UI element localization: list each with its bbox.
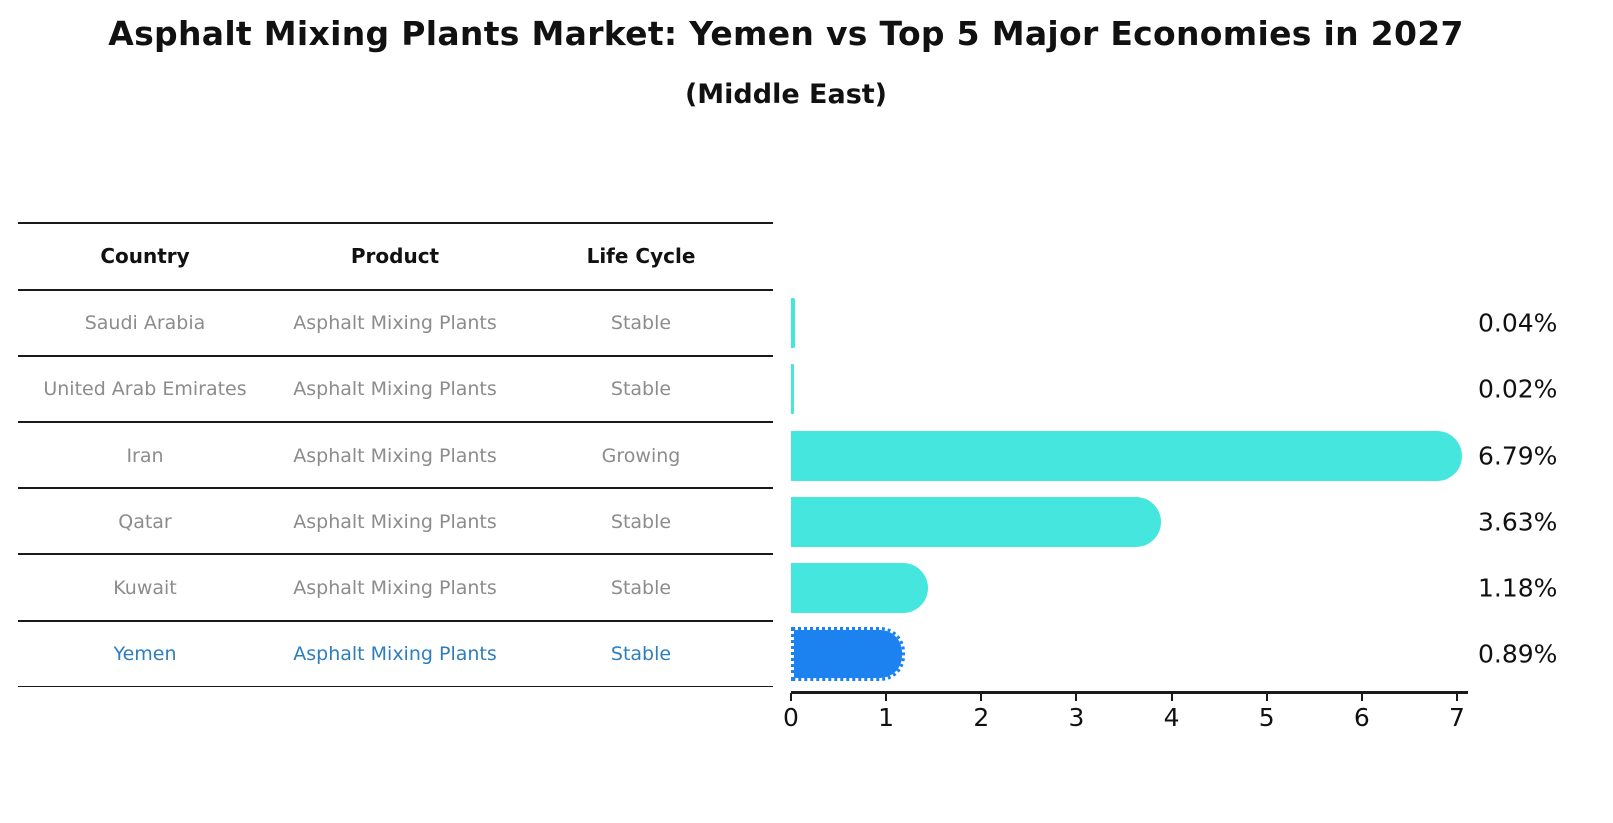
x-tick-label: 0 <box>783 703 799 732</box>
value-label: 6.79% <box>1478 441 1558 470</box>
x-tick-label: 1 <box>878 703 895 732</box>
cell-life_cycle: Stable <box>610 576 672 599</box>
table-row-rule <box>18 420 773 423</box>
x-tick <box>1170 693 1173 701</box>
column-header-country: Country <box>100 244 190 268</box>
column-header-product: Product <box>350 244 440 268</box>
table-row-rule <box>18 553 773 556</box>
cell-life_cycle: Stable <box>610 510 672 533</box>
table-header-rule <box>18 289 773 291</box>
value-label: 0.02% <box>1478 374 1558 404</box>
cell-country: Iran <box>126 444 164 467</box>
table-row-rule <box>18 487 773 490</box>
chart-subtitle: (Middle East) <box>684 79 888 110</box>
bar-kuwait <box>791 562 929 613</box>
cell-life_cycle: Stable <box>610 643 672 666</box>
value-label: 1.18% <box>1478 573 1558 603</box>
cell-product: Asphalt Mixing Plants <box>293 643 497 666</box>
value-label: 0.04% <box>1478 308 1558 338</box>
cell-product: Asphalt Mixing Plants <box>293 312 497 335</box>
x-tick <box>980 693 983 701</box>
value-label: 0.89% <box>1478 639 1558 669</box>
table-row-rule <box>18 685 773 688</box>
x-axis <box>791 691 1468 694</box>
x-tick-label: 3 <box>1068 703 1085 732</box>
x-tick-label: 4 <box>1163 703 1180 732</box>
cell-product: Asphalt Mixing Plants <box>293 378 497 401</box>
cell-product: Asphalt Mixing Plants <box>293 510 497 533</box>
table-row-rule <box>18 354 773 357</box>
cell-life_cycle: Growing <box>601 444 681 467</box>
cell-country: Qatar <box>118 510 172 533</box>
x-tick-label: 6 <box>1353 703 1370 732</box>
cell-country: Yemen <box>113 643 177 666</box>
cell-life_cycle: Stable <box>610 378 672 401</box>
cell-country: Saudi Arabia <box>84 312 206 335</box>
x-tick-label: 5 <box>1258 703 1275 732</box>
value-label: 3.63% <box>1478 507 1558 537</box>
table-top-rule <box>18 222 773 224</box>
x-tick-label: 2 <box>973 703 990 732</box>
x-tick <box>885 693 888 701</box>
x-tick <box>1265 693 1268 701</box>
x-tick <box>790 693 792 701</box>
bar-qatar <box>791 496 1162 547</box>
x-tick-label: 7 <box>1449 703 1465 732</box>
bar-united-arab-emirates <box>791 364 794 415</box>
column-header-lifecycle: Life Cycle <box>586 244 696 268</box>
bar-iran <box>791 430 1462 481</box>
chart-title: Asphalt Mixing Plants Market: Yemen vs T… <box>108 14 1464 53</box>
x-tick <box>1360 693 1363 701</box>
cell-country: Kuwait <box>113 576 177 599</box>
bar-saudi-arabia <box>791 298 795 349</box>
bar-yemen <box>791 627 905 682</box>
x-tick <box>1075 693 1078 701</box>
cell-life_cycle: Stable <box>610 312 672 335</box>
cell-product: Asphalt Mixing Plants <box>293 576 497 599</box>
cell-country: United Arab Emirates <box>43 378 247 401</box>
table-row-rule <box>18 619 773 622</box>
x-tick <box>1455 693 1458 701</box>
cell-product: Asphalt Mixing Plants <box>293 444 497 467</box>
